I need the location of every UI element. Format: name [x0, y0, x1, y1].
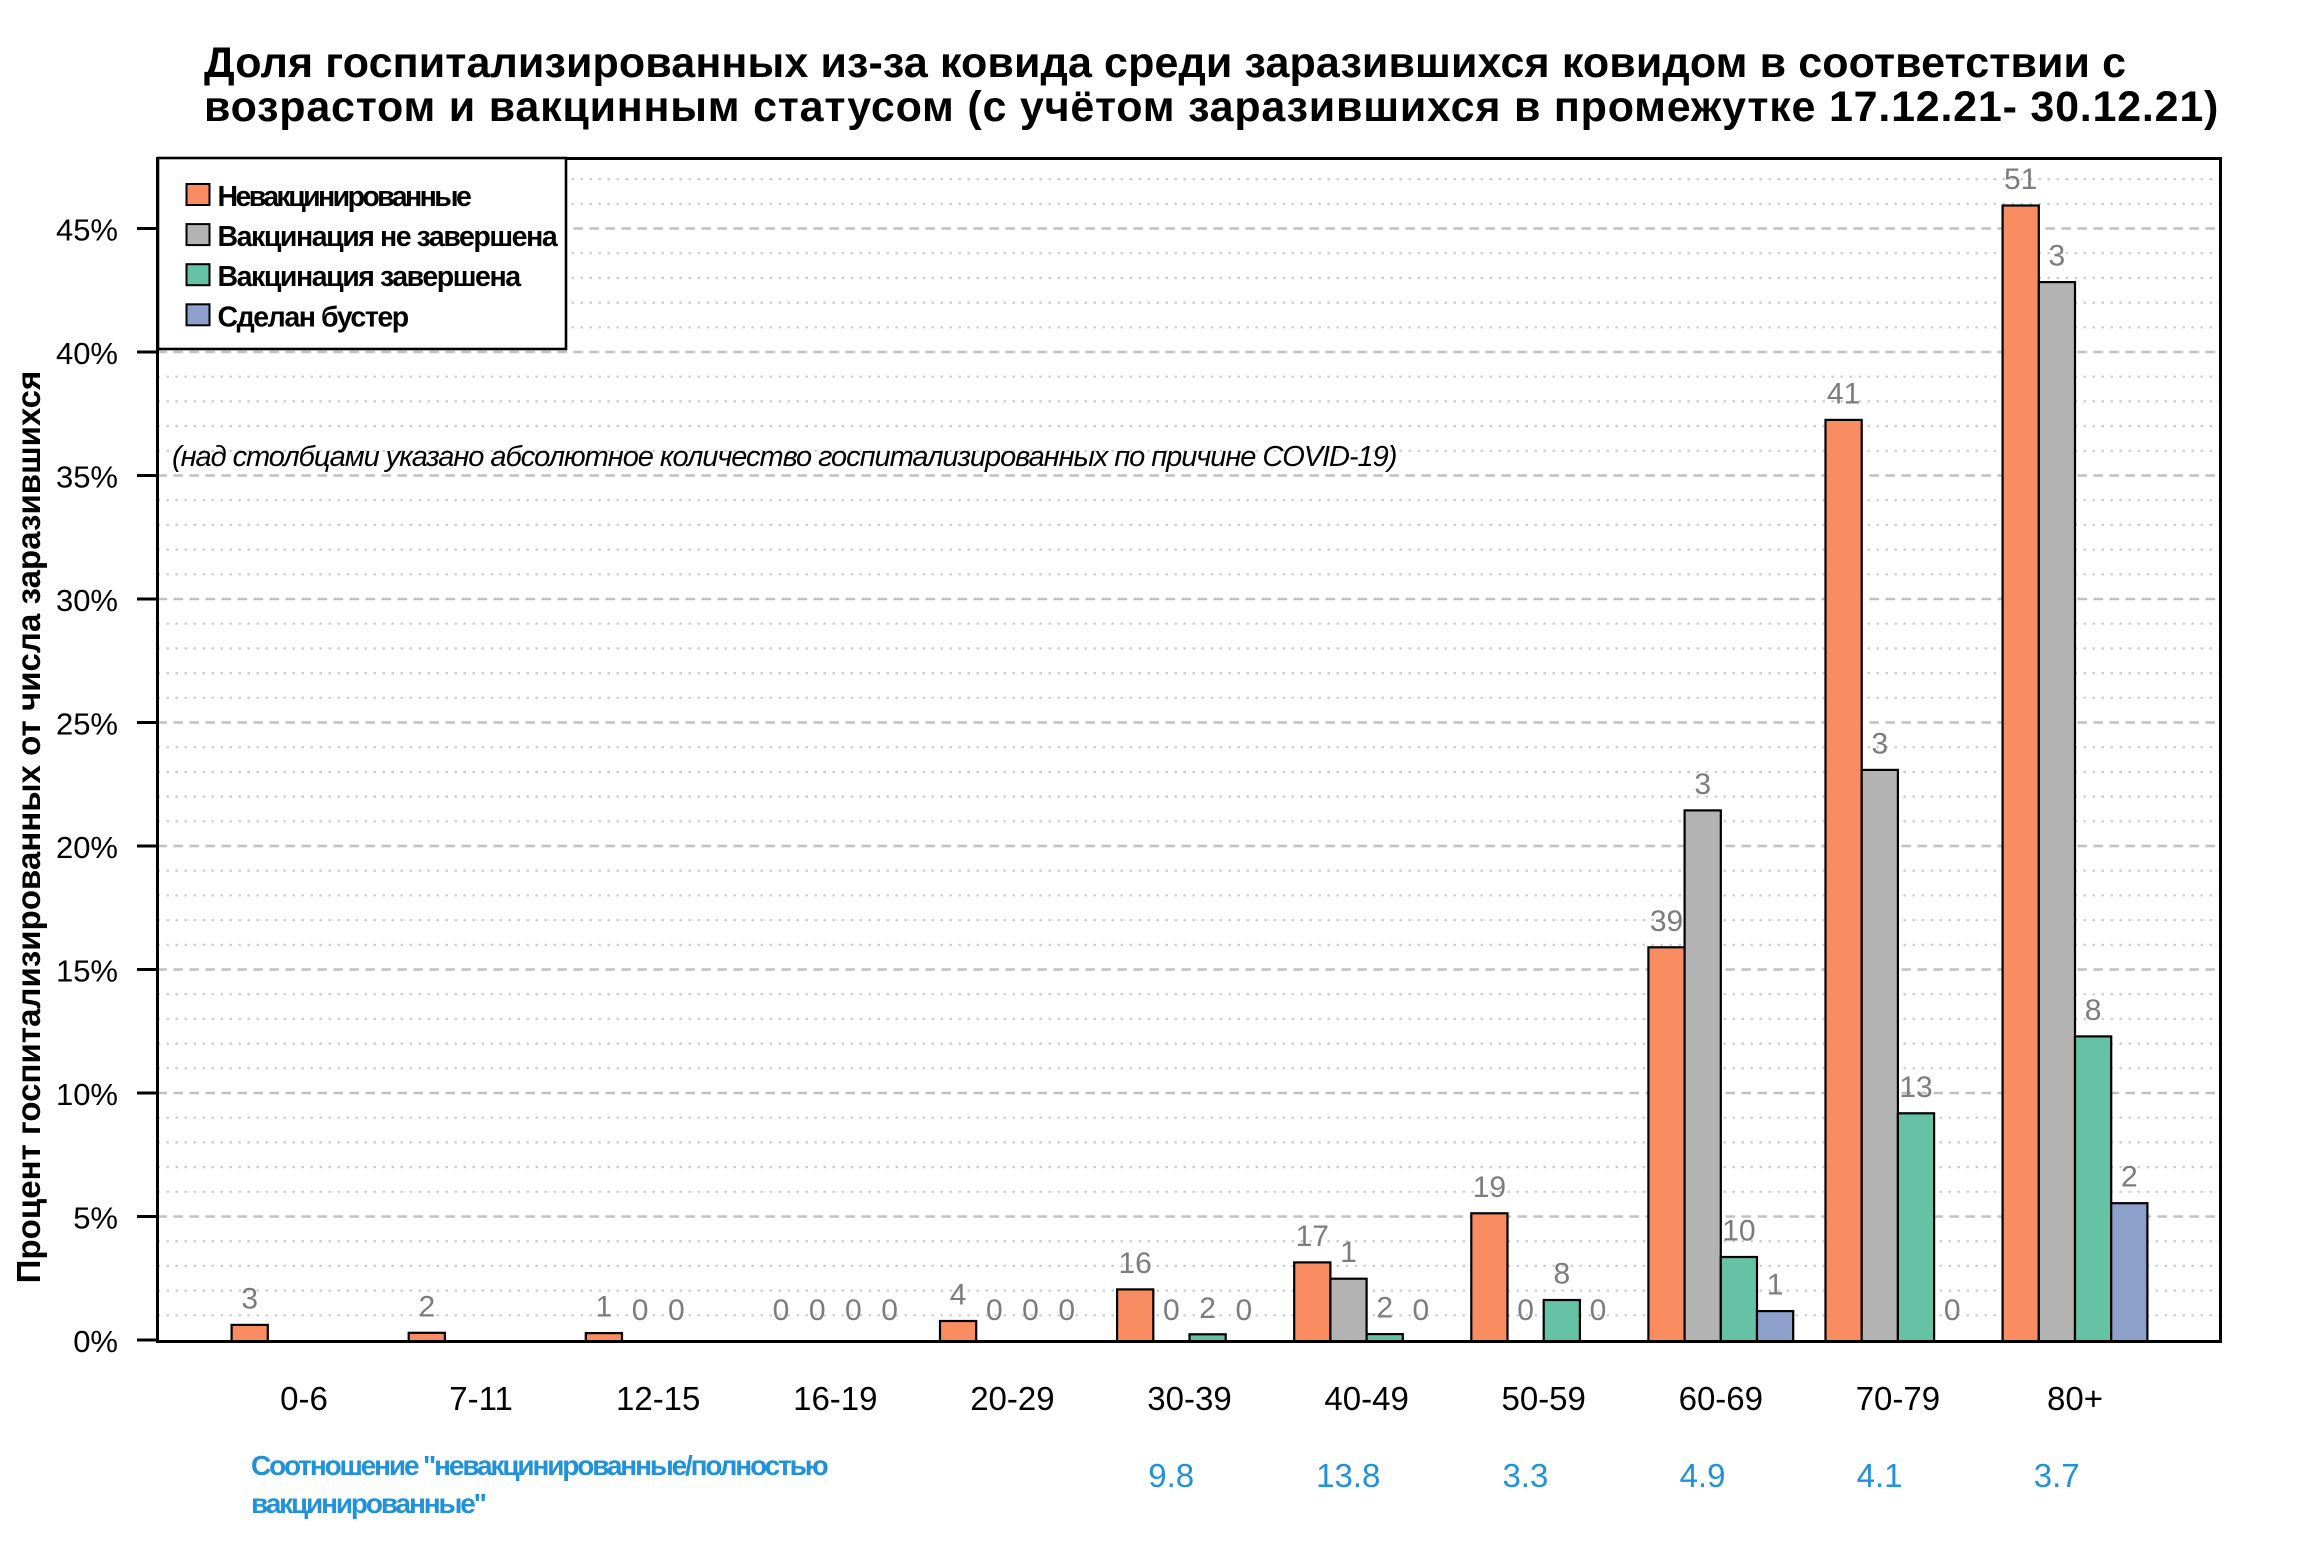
svg-text:2: 2: [2121, 1161, 2138, 1194]
svg-text:30-39: 30-39: [1147, 1380, 1231, 1417]
svg-text:0: 0: [881, 1294, 898, 1327]
svg-text:Сделан бустер: Сделан бустер: [218, 301, 409, 333]
svg-text:60-69: 60-69: [1679, 1380, 1763, 1417]
svg-text:2: 2: [1199, 1292, 1216, 1325]
svg-text:0: 0: [1590, 1294, 1607, 1327]
svg-text:10: 10: [1722, 1215, 1755, 1248]
svg-text:8: 8: [1553, 1258, 1570, 1291]
svg-text:0: 0: [1058, 1294, 1075, 1327]
svg-text:20%: 20%: [56, 830, 118, 865]
svg-text:16-19: 16-19: [793, 1380, 877, 1417]
svg-text:вакцинированные": вакцинированные": [251, 1488, 486, 1519]
svg-text:4: 4: [950, 1279, 967, 1312]
svg-text:41: 41: [1827, 377, 1860, 410]
svg-text:3: 3: [1871, 727, 1888, 760]
svg-text:8: 8: [2085, 994, 2102, 1027]
svg-text:19: 19: [1473, 1171, 1506, 1204]
svg-text:9.8: 9.8: [1148, 1457, 1194, 1494]
svg-text:0: 0: [1517, 1294, 1534, 1327]
svg-text:16: 16: [1119, 1247, 1152, 1280]
svg-text:40%: 40%: [56, 336, 118, 371]
svg-text:5%: 5%: [73, 1201, 118, 1236]
svg-text:1: 1: [596, 1291, 613, 1324]
svg-text:3.3: 3.3: [1502, 1457, 1548, 1494]
svg-text:25%: 25%: [56, 707, 118, 742]
svg-text:80+: 80+: [2047, 1380, 2103, 1417]
svg-text:0-6: 0-6: [280, 1380, 328, 1417]
svg-text:7-11: 7-11: [449, 1380, 513, 1417]
svg-text:12-15: 12-15: [616, 1380, 700, 1417]
svg-text:возрастом и вакцинным статусом: возрастом и вакцинным статусом (с учётом…: [204, 83, 2219, 131]
svg-text:3: 3: [2049, 240, 2066, 273]
svg-text:Вакцинация завершена: Вакцинация завершена: [218, 261, 523, 293]
svg-text:4.1: 4.1: [1857, 1457, 1903, 1494]
svg-text:1: 1: [1340, 1236, 1357, 1269]
svg-text:0: 0: [1235, 1294, 1252, 1327]
svg-text:17: 17: [1296, 1220, 1329, 1253]
svg-text:0: 0: [1022, 1294, 1039, 1327]
svg-text:0: 0: [986, 1294, 1003, 1327]
svg-text:35%: 35%: [56, 460, 118, 495]
svg-text:13.8: 13.8: [1316, 1457, 1380, 1494]
svg-text:51: 51: [2004, 163, 2037, 196]
svg-text:0: 0: [845, 1294, 862, 1327]
svg-text:30%: 30%: [56, 583, 118, 618]
svg-text:0: 0: [809, 1294, 826, 1327]
svg-text:3: 3: [1694, 768, 1711, 801]
svg-text:0%: 0%: [73, 1324, 118, 1359]
svg-text:40-49: 40-49: [1324, 1380, 1408, 1417]
svg-text:3: 3: [241, 1282, 258, 1315]
svg-text:2: 2: [1376, 1292, 1393, 1325]
svg-text:(над столбцами указано абсолют: (над столбцами указано абсолютное количе…: [172, 441, 1396, 473]
svg-text:45%: 45%: [56, 213, 118, 248]
svg-text:20-29: 20-29: [970, 1380, 1054, 1417]
svg-text:15%: 15%: [56, 954, 118, 989]
svg-text:0: 0: [1944, 1294, 1961, 1327]
svg-text:3.7: 3.7: [2034, 1457, 2080, 1494]
svg-text:1: 1: [1767, 1269, 1784, 1302]
svg-text:Доля госпитализированных из-за: Доля госпитализированных из-за ковида ср…: [204, 39, 2126, 87]
svg-text:13: 13: [1899, 1071, 1932, 1104]
svg-text:39: 39: [1650, 905, 1683, 938]
svg-text:Процент госпитализированных от: Процент госпитализированных от числа зар…: [10, 371, 47, 1284]
svg-text:Соотношение "невакцинированные: Соотношение "невакцинированные/полностью: [251, 1450, 828, 1481]
svg-text:50-59: 50-59: [1501, 1380, 1585, 1417]
svg-text:0: 0: [1413, 1294, 1430, 1327]
svg-text:4.9: 4.9: [1680, 1457, 1726, 1494]
svg-text:0: 0: [773, 1294, 790, 1327]
svg-text:10%: 10%: [56, 1077, 118, 1112]
svg-text:Невакцинированные: Невакцинированные: [218, 181, 471, 213]
svg-text:0: 0: [632, 1294, 649, 1327]
svg-text:0: 0: [1163, 1294, 1180, 1327]
svg-text:70-79: 70-79: [1856, 1380, 1940, 1417]
svg-text:Вакцинация не завершена: Вакцинация не завершена: [218, 221, 559, 253]
svg-text:2: 2: [418, 1290, 435, 1323]
svg-text:0: 0: [668, 1294, 685, 1327]
